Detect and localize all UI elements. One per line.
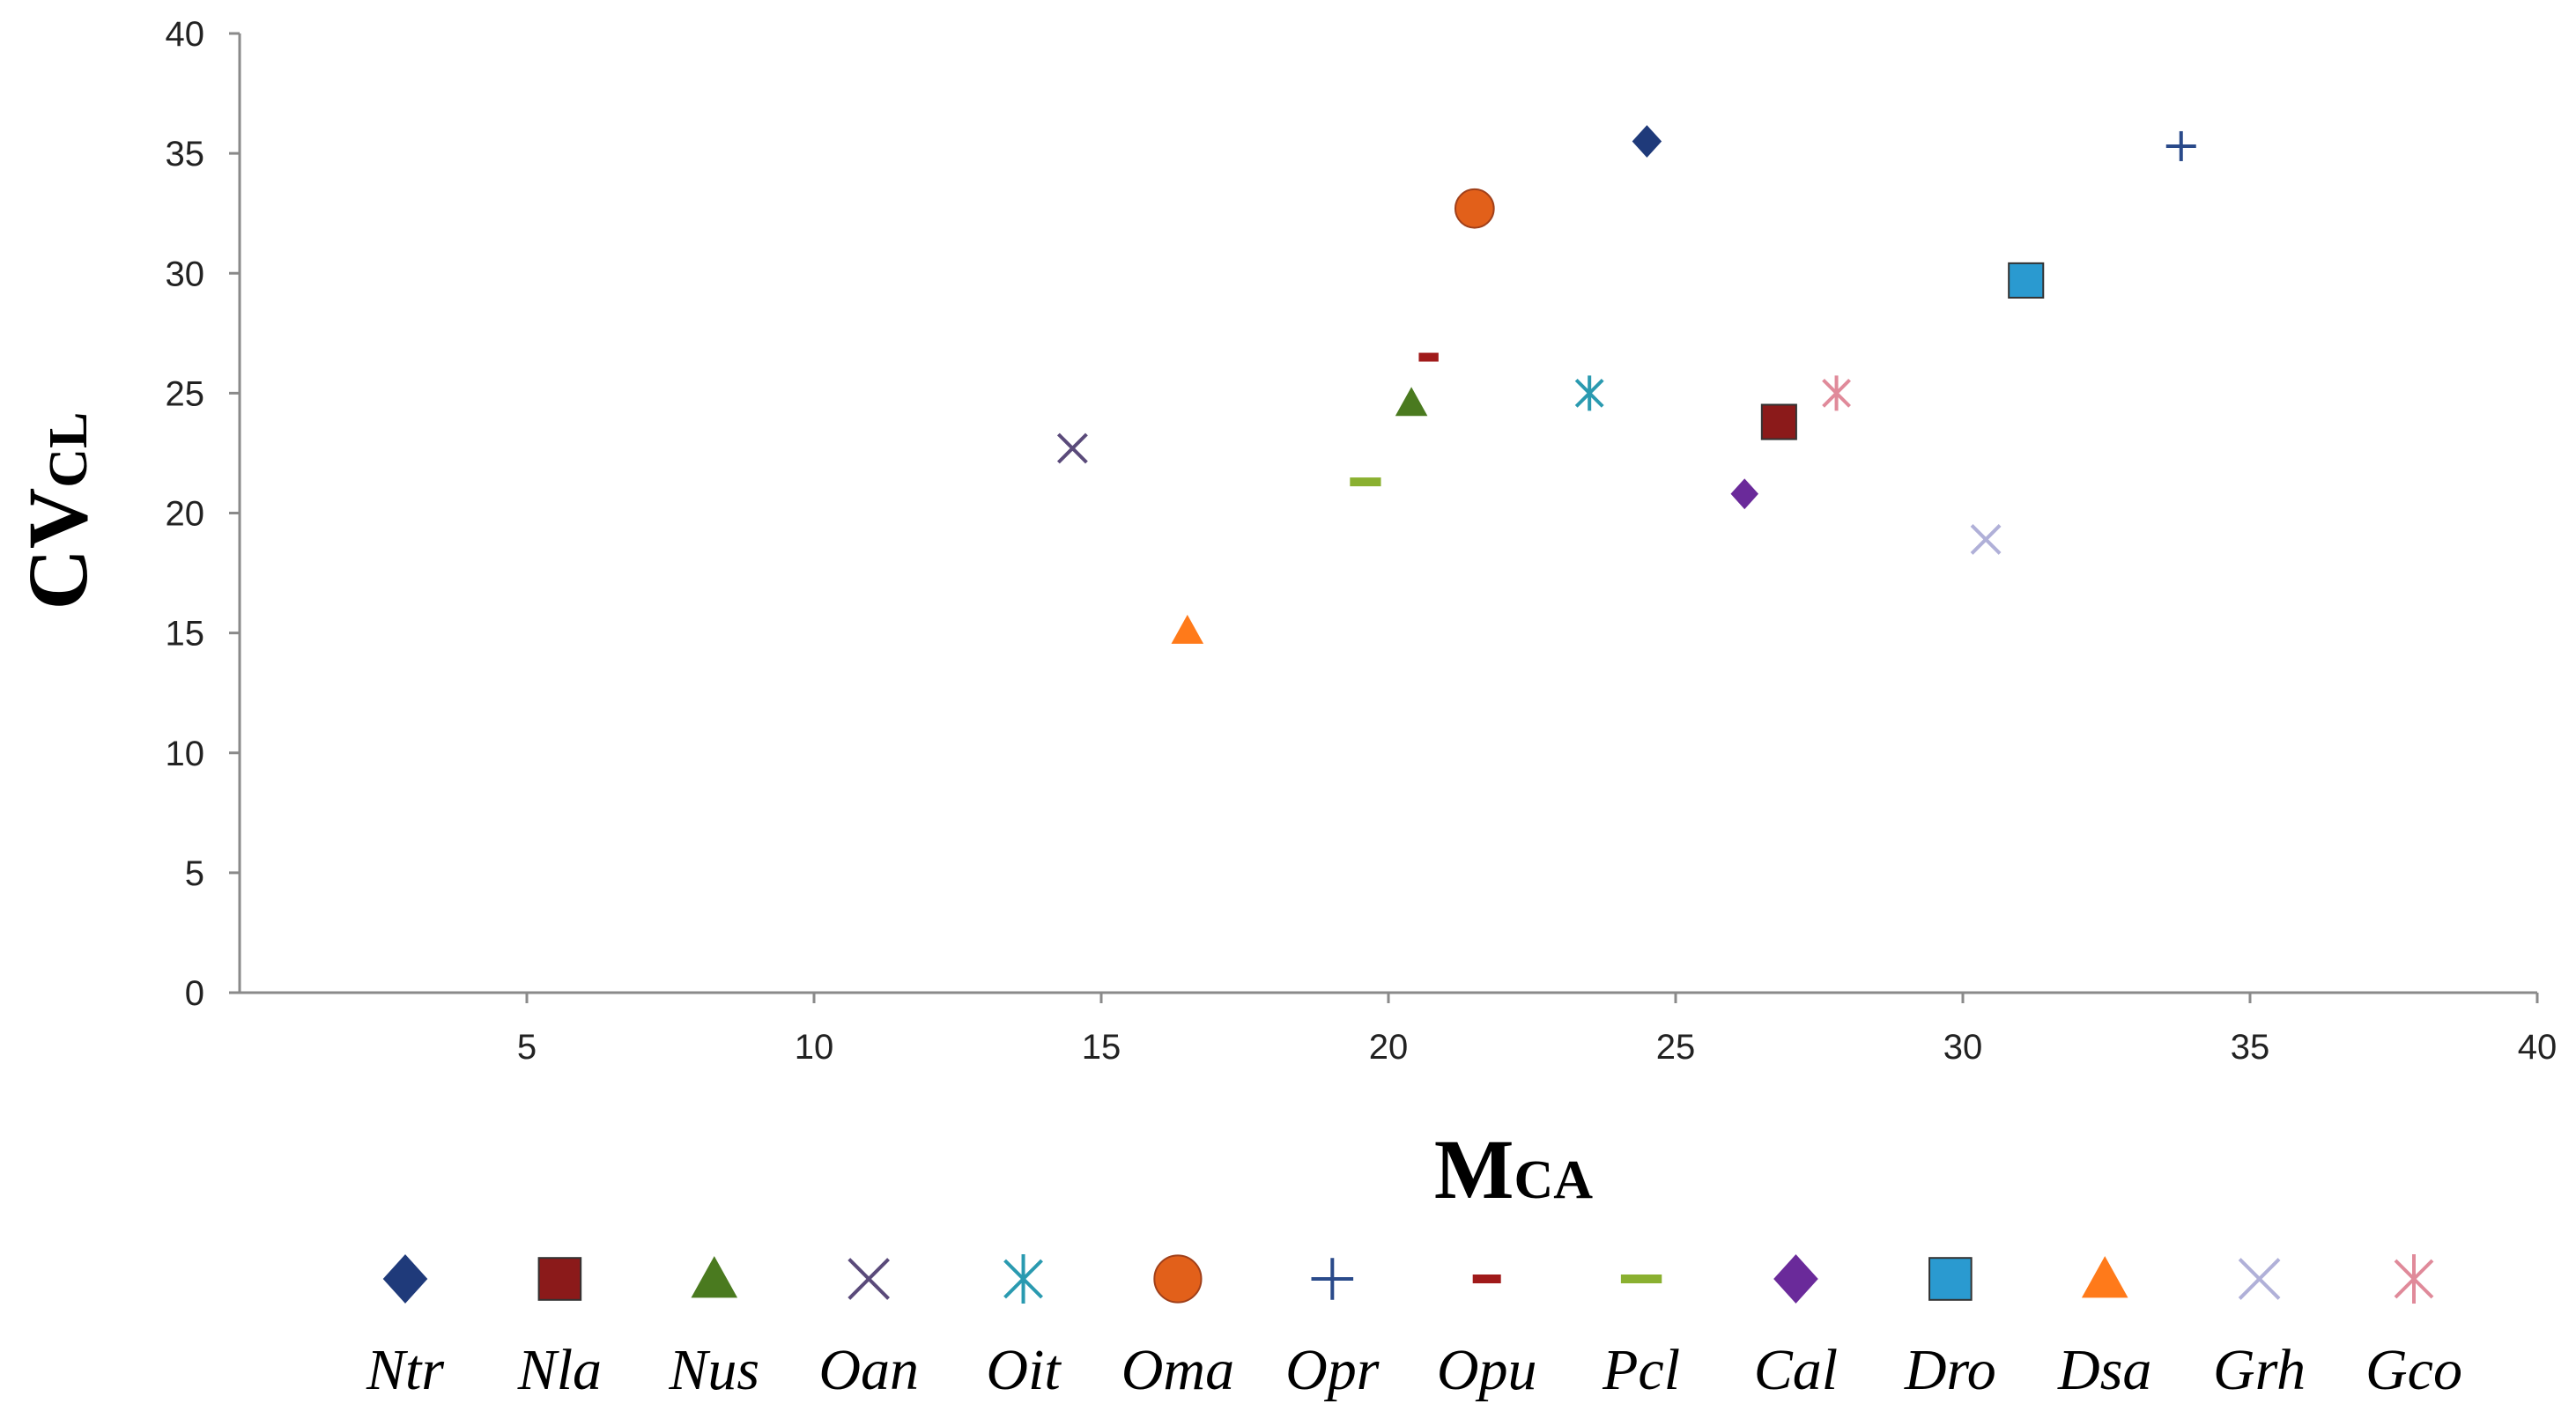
data-point-cal [1728, 476, 1761, 513]
data-point-pcl [1350, 477, 1381, 487]
y-tick-label: 0 [185, 974, 204, 1013]
legend-item-nla: Nla [517, 1257, 602, 1402]
legend-item-opu: Opu [1437, 1275, 1537, 1402]
y-tick-label: 10 [166, 735, 205, 773]
legend-marker-oma [1153, 1254, 1203, 1304]
legend-label-nla: Nla [517, 1338, 602, 1402]
legend-marker-opu [1472, 1275, 1501, 1283]
data-point-opu [1418, 352, 1439, 362]
legend-marker-oit [1003, 1254, 1043, 1304]
legend-label-dsa: Dsa [2057, 1338, 2151, 1402]
legend-label-oma: Oma [1121, 1338, 1234, 1402]
axes: 0 5 10 15 20 25 30 35 40 5 10 15 20 25 30 35 40 MCA CVCL [11, 15, 2557, 1216]
legend-marker-dro [1928, 1257, 1973, 1301]
data-point-nla [1760, 403, 1797, 440]
y-tick-label: 20 [166, 495, 205, 534]
legend-marker-pcl [1620, 1275, 1662, 1283]
x-tick-label: 10 [795, 1028, 834, 1067]
y-tick-label: 40 [166, 15, 205, 54]
legend-item-gco: Gco [2365, 1254, 2462, 1402]
legend-item-cal: Cal [1754, 1252, 1838, 1402]
legend-label-ntr: Ntr [366, 1338, 444, 1402]
legend-label-gco: Gco [2365, 1338, 2462, 1402]
legend-marker-opr [1311, 1258, 1354, 1300]
legend-marker-grh [2238, 1258, 2281, 1300]
data-point-dsa [1168, 610, 1207, 646]
y-axis-title: CVCL [11, 412, 105, 610]
legend-marker-oan [848, 1258, 890, 1300]
data-point-nus [1392, 383, 1431, 418]
data-point-oit [1574, 375, 1604, 411]
legend-marker-cal [1771, 1252, 1821, 1306]
legend-item-pcl: Pcl [1602, 1275, 1680, 1402]
data-point-grh [1970, 524, 2002, 555]
legend-marker-nus [688, 1252, 741, 1300]
legend-item-oit: Oit [986, 1254, 1062, 1402]
legend-label-cal: Cal [1754, 1338, 1838, 1402]
legend-label-opr: Opr [1285, 1338, 1380, 1402]
data-point-dro [2008, 262, 2045, 299]
y-tick-label: 25 [166, 374, 205, 413]
legend-label-oit: Oit [986, 1338, 1062, 1402]
legend-item-grh: Grh [2213, 1258, 2306, 1402]
y-tick-label: 15 [166, 615, 205, 654]
legend-item-ntr: Ntr [366, 1252, 444, 1402]
legend-item-opr: Opr [1285, 1258, 1380, 1402]
legend-label-nus: Nus [668, 1338, 759, 1402]
data-point-oma [1454, 188, 1495, 229]
x-tick-label: 40 [2518, 1028, 2557, 1067]
legend-marker-ntr [381, 1252, 430, 1306]
legend-label-opu: Opu [1437, 1338, 1537, 1402]
y-axis-title-main: CV [11, 488, 105, 610]
x-tick-label: 30 [1943, 1028, 1983, 1067]
x-tick-label: 20 [1369, 1028, 1409, 1067]
y-axis-title-sub: CL [39, 412, 99, 488]
x-tick-label: 35 [2231, 1028, 2270, 1067]
legend-item-dro: Dro [1904, 1257, 1996, 1402]
legend-item-oan: Oan [818, 1258, 919, 1402]
y-tick-label: 5 [185, 854, 204, 893]
data-point-gco [1822, 375, 1851, 411]
legend-label-grh: Grh [2213, 1338, 2306, 1402]
legend-item-oma: Oma [1121, 1254, 1234, 1402]
x-tick-label: 5 [517, 1028, 537, 1067]
x-tick-label: 25 [1656, 1028, 1696, 1067]
legend-label-dro: Dro [1904, 1338, 1996, 1402]
legend: Ntr Nla Nus Oan Oit Oma Opr Opu Pcl Cal Dro Dsa Grh G… [366, 1252, 2462, 1402]
data-point-opr [2165, 130, 2196, 161]
x-axis-title: MCA [1434, 1122, 1593, 1216]
legend-label-oan: Oan [818, 1338, 919, 1402]
x-axis-title-main: M [1434, 1122, 1514, 1216]
legend-marker-nla [537, 1257, 582, 1301]
data-points [1056, 122, 2196, 646]
data-point-oan [1056, 432, 1088, 464]
y-tick-label: 35 [166, 135, 205, 174]
legend-label-pcl: Pcl [1602, 1338, 1680, 1402]
legend-marker-dsa [2078, 1252, 2131, 1300]
data-point-ntr [1630, 122, 1664, 160]
legend-item-dsa: Dsa [2057, 1252, 2151, 1402]
x-axis-title-sub: CA [1514, 1150, 1594, 1210]
y-tick-label: 30 [166, 255, 205, 293]
x-tick-label: 15 [1082, 1028, 1121, 1067]
legend-marker-gco [2394, 1254, 2434, 1304]
legend-item-nus: Nus [668, 1252, 759, 1402]
